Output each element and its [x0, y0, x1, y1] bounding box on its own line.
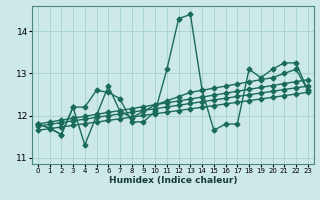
X-axis label: Humidex (Indice chaleur): Humidex (Indice chaleur): [108, 176, 237, 185]
